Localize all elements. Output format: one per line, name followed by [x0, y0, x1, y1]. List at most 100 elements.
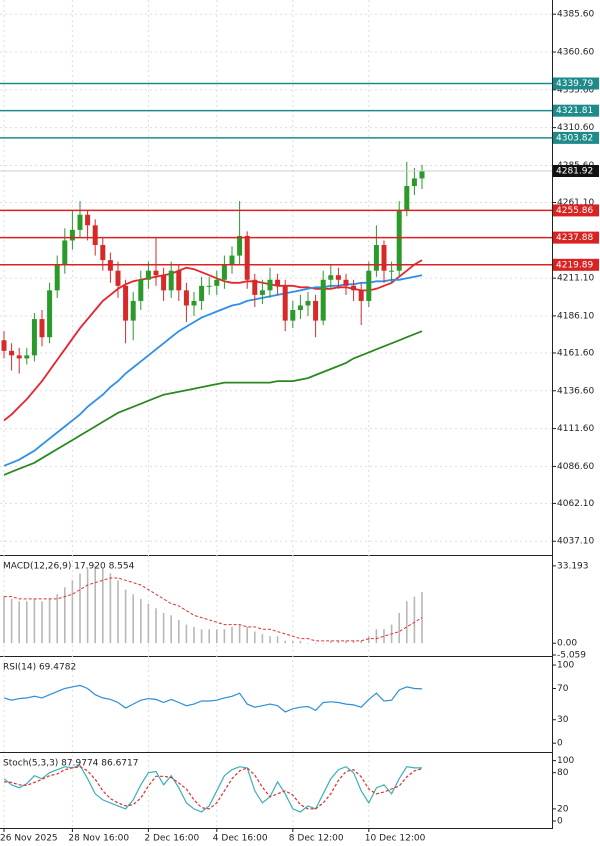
panel-title: RSI(14) 69.4782: [3, 663, 76, 673]
y-tick-label: 30: [557, 715, 569, 725]
candle-body: [199, 285, 205, 301]
y-tick-label: 4086.60: [557, 462, 594, 472]
macd-bar: [375, 629, 378, 644]
macd-bar: [33, 598, 36, 644]
candle-body: [343, 279, 349, 286]
y-tick-label: 4136.60: [557, 386, 594, 396]
macd-bar: [383, 629, 385, 644]
candle-body: [206, 285, 212, 287]
y-tick-label: 0.00: [557, 639, 577, 649]
level-label-box: [553, 231, 599, 244]
candle-body: [16, 355, 22, 359]
macd-bar: [398, 612, 400, 644]
macd-bar: [200, 629, 203, 644]
candle-body: [221, 264, 227, 280]
candle-body: [381, 244, 387, 271]
moving-average: [3, 274, 423, 467]
level-label-box: [553, 77, 599, 90]
candle-body: [54, 264, 60, 291]
macd-bar: [337, 640, 340, 644]
indicator-line: [3, 684, 423, 713]
y-tick-label: 0: [557, 739, 563, 749]
candle-body: [85, 214, 91, 226]
candle-body: [366, 270, 372, 301]
macd-bar: [223, 629, 226, 644]
macd-bar: [208, 629, 210, 644]
y-tick-label: 70: [557, 684, 569, 694]
level-label-box: [553, 204, 599, 217]
x-tick-label: 28 Nov 16:00: [68, 834, 129, 844]
macd-bar: [71, 580, 74, 644]
macd-bar: [56, 594, 58, 644]
level-label-box: [553, 131, 599, 144]
level-label: 4339.79: [556, 79, 593, 89]
y-tick-label: 4211.10: [557, 274, 594, 284]
y-tick-label: 4161.60: [557, 348, 594, 358]
macd-bar: [140, 598, 142, 644]
candle-body: [153, 270, 159, 276]
macd-bar: [314, 643, 317, 644]
candle-body: [176, 270, 182, 291]
macd-bar: [117, 580, 119, 644]
macd-bar: [109, 573, 112, 644]
current-price-box: [553, 165, 599, 178]
macd-bar: [64, 587, 66, 644]
candle-body: [1, 340, 7, 351]
candle-body: [351, 285, 357, 291]
level-label: 4237.88: [556, 233, 593, 243]
macd-bar: [322, 643, 324, 644]
macd-bar: [3, 596, 5, 644]
level-label: 4321.81: [556, 106, 593, 116]
candle-body: [191, 300, 197, 306]
y-tick-label: 4186.10: [557, 311, 594, 321]
macd-bar: [26, 601, 28, 644]
macd-bar: [170, 615, 172, 644]
macd-signal: [4, 577, 423, 642]
macd-bar: [132, 594, 134, 644]
moving-average: [3, 330, 423, 476]
candle-body: [115, 270, 121, 286]
candle-body: [77, 214, 83, 230]
candle-body: [9, 350, 15, 356]
y-tick-label: 4111.60: [557, 424, 594, 434]
candle-body: [145, 270, 151, 280]
y-tick-label: 80: [557, 768, 569, 778]
macd-bar: [79, 573, 81, 644]
panel-title: Stoch(5,3,3) 87.9774 86.6717: [3, 759, 138, 769]
macd-bar: [94, 566, 96, 644]
x-tick-label: 2 Dec 16:00: [144, 834, 199, 844]
macd-bar: [261, 633, 264, 644]
macd-bar: [299, 640, 302, 644]
candle-body: [100, 244, 106, 261]
indicator-line: [3, 766, 423, 810]
indicator-line: [3, 764, 422, 813]
candle-body: [320, 279, 326, 321]
macd-bar: [406, 601, 408, 644]
level-label-box: [553, 258, 599, 271]
candle-body: [389, 270, 395, 272]
y-tick-label: 4360.60: [557, 48, 594, 58]
candle-body: [161, 275, 167, 291]
y-tick-label: 4385.60: [557, 10, 594, 20]
macd-bar: [162, 612, 165, 644]
candle-body: [419, 171, 425, 179]
level-label: 4303.82: [556, 133, 593, 143]
candle-body: [47, 290, 53, 338]
candle-body: [328, 275, 334, 280]
candle-body: [396, 210, 402, 271]
candle-body: [24, 355, 30, 359]
candle-body: [138, 279, 144, 301]
candle-body: [297, 305, 303, 311]
candle-body: [39, 319, 45, 338]
macd-bar: [193, 626, 195, 644]
macd-bar: [345, 640, 347, 644]
macd-bar: [352, 640, 355, 644]
y-tick-label: 0: [557, 816, 563, 826]
candle-body: [237, 235, 243, 256]
candle-body: [62, 240, 68, 265]
y-tick-label: 4310.60: [557, 123, 594, 133]
macd-bar: [178, 619, 180, 644]
macd-bar: [41, 601, 43, 644]
y-tick-label: 4037.10: [557, 537, 594, 547]
candle-body: [305, 300, 311, 306]
